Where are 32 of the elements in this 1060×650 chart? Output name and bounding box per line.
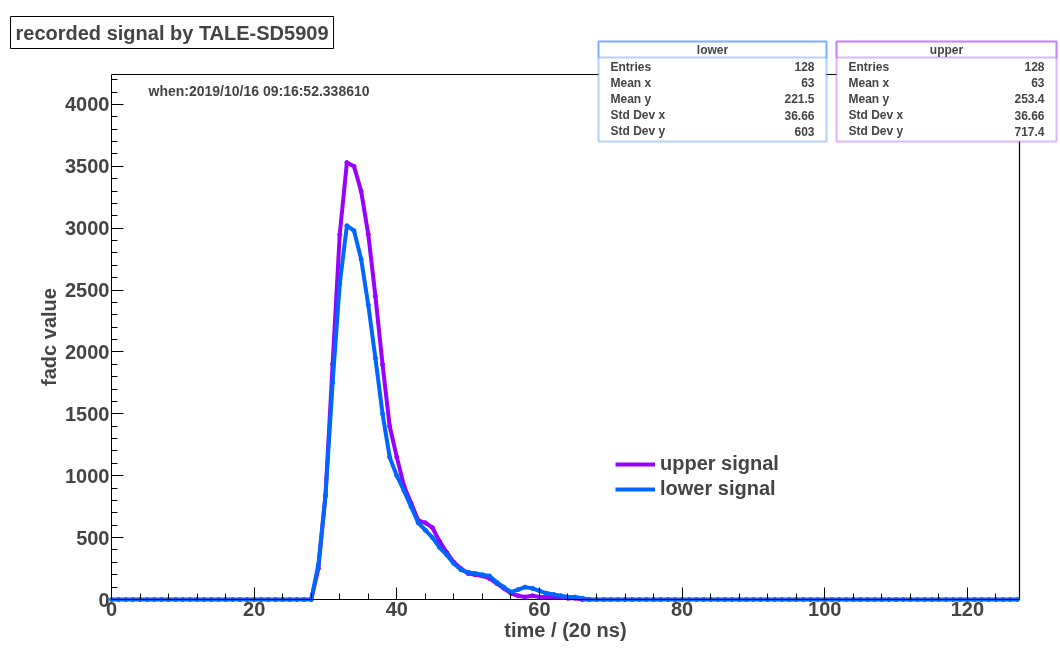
x-tick-label: 40 [385, 597, 408, 620]
annotation: when:2019/10/16 09:16:52.338610 [147, 82, 370, 99]
text: lower [696, 42, 729, 57]
text: Mean y 253.4 [848, 91, 1045, 107]
text: Entries 128 [848, 59, 1045, 74]
y-axis-title: fadc value [38, 288, 61, 386]
text: Std Dev y 717.4 [848, 124, 1045, 139]
y-tick-label: 2000 [65, 340, 110, 363]
y-tick-label: 3500 [65, 155, 110, 178]
x-tick-label: 100 [808, 597, 842, 620]
y-tick-label: 2500 [65, 279, 110, 302]
x-axis-title: time / (20 ns) [504, 618, 627, 641]
text: Std Dev x 36.66 [848, 108, 1045, 123]
text: Mean y 221.5 [610, 91, 815, 107]
chart-title: recorded signal by TALE-SD5909 [15, 21, 329, 44]
text: Mean x 63 [610, 75, 815, 91]
y-tick-label: 3000 [65, 217, 110, 240]
text: Mean x 63 [848, 75, 1045, 91]
text: Std Dev x 36.66 [610, 108, 815, 123]
text: Std Dev y 603 [610, 124, 815, 139]
text: Entries 128 [610, 59, 815, 74]
x-tick-label: 120 [950, 597, 985, 620]
y-tick-label: 4000 [65, 93, 110, 116]
x-tick-label: 60 [528, 597, 551, 620]
text: upper [929, 42, 964, 57]
y-tick-label: 1500 [65, 402, 110, 425]
x-tick-label: 80 [671, 597, 694, 620]
x-tick-label: 20 [243, 597, 266, 620]
y-tick-label: 1000 [65, 464, 110, 487]
legend-label: upper signal [660, 452, 779, 475]
legend-label: lower signal [660, 477, 776, 500]
y-tick-label: 500 [76, 526, 110, 549]
